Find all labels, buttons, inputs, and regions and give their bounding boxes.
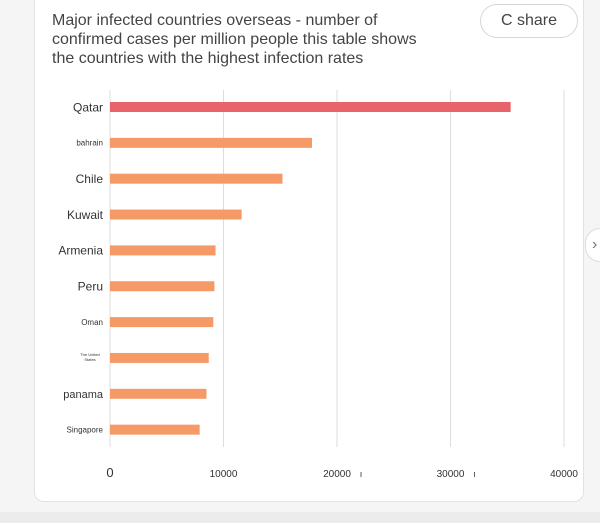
category-label: panama [63, 389, 104, 401]
bar [110, 388, 207, 399]
bar [110, 209, 242, 220]
category-label: Singapore [67, 426, 104, 435]
x-tick-label: 0 [106, 465, 113, 480]
bar [110, 137, 313, 148]
bar [110, 352, 209, 363]
category-label: The United States [80, 352, 100, 362]
category-label: Kuwait [67, 208, 104, 222]
category-label: Peru [78, 280, 103, 294]
x-tick-label: 30000 [437, 469, 465, 480]
share-button[interactable]: C share [480, 4, 578, 38]
category-label: Armenia [58, 244, 103, 258]
x-tick-label: 10000 [210, 469, 238, 480]
category-label: Oman [81, 318, 103, 327]
x-tick-mark: ı [473, 469, 476, 479]
bar [110, 173, 283, 184]
x-tick-label: 20000 [323, 469, 351, 480]
bar [110, 281, 215, 292]
chart-title: Major infected countries overseas - numb… [52, 12, 417, 67]
bar [110, 245, 216, 256]
x-tick-mark: ı [360, 469, 363, 479]
bar [110, 424, 200, 435]
bar [110, 317, 214, 328]
footer-strip [0, 512, 600, 523]
chevron-right-icon: › [592, 236, 598, 253]
category-label: Qatar [73, 100, 103, 114]
category-label: Chile [76, 172, 104, 186]
x-tick-label: 40000 [550, 469, 578, 480]
bar [110, 102, 511, 112]
category-label: bahrain [76, 139, 103, 148]
